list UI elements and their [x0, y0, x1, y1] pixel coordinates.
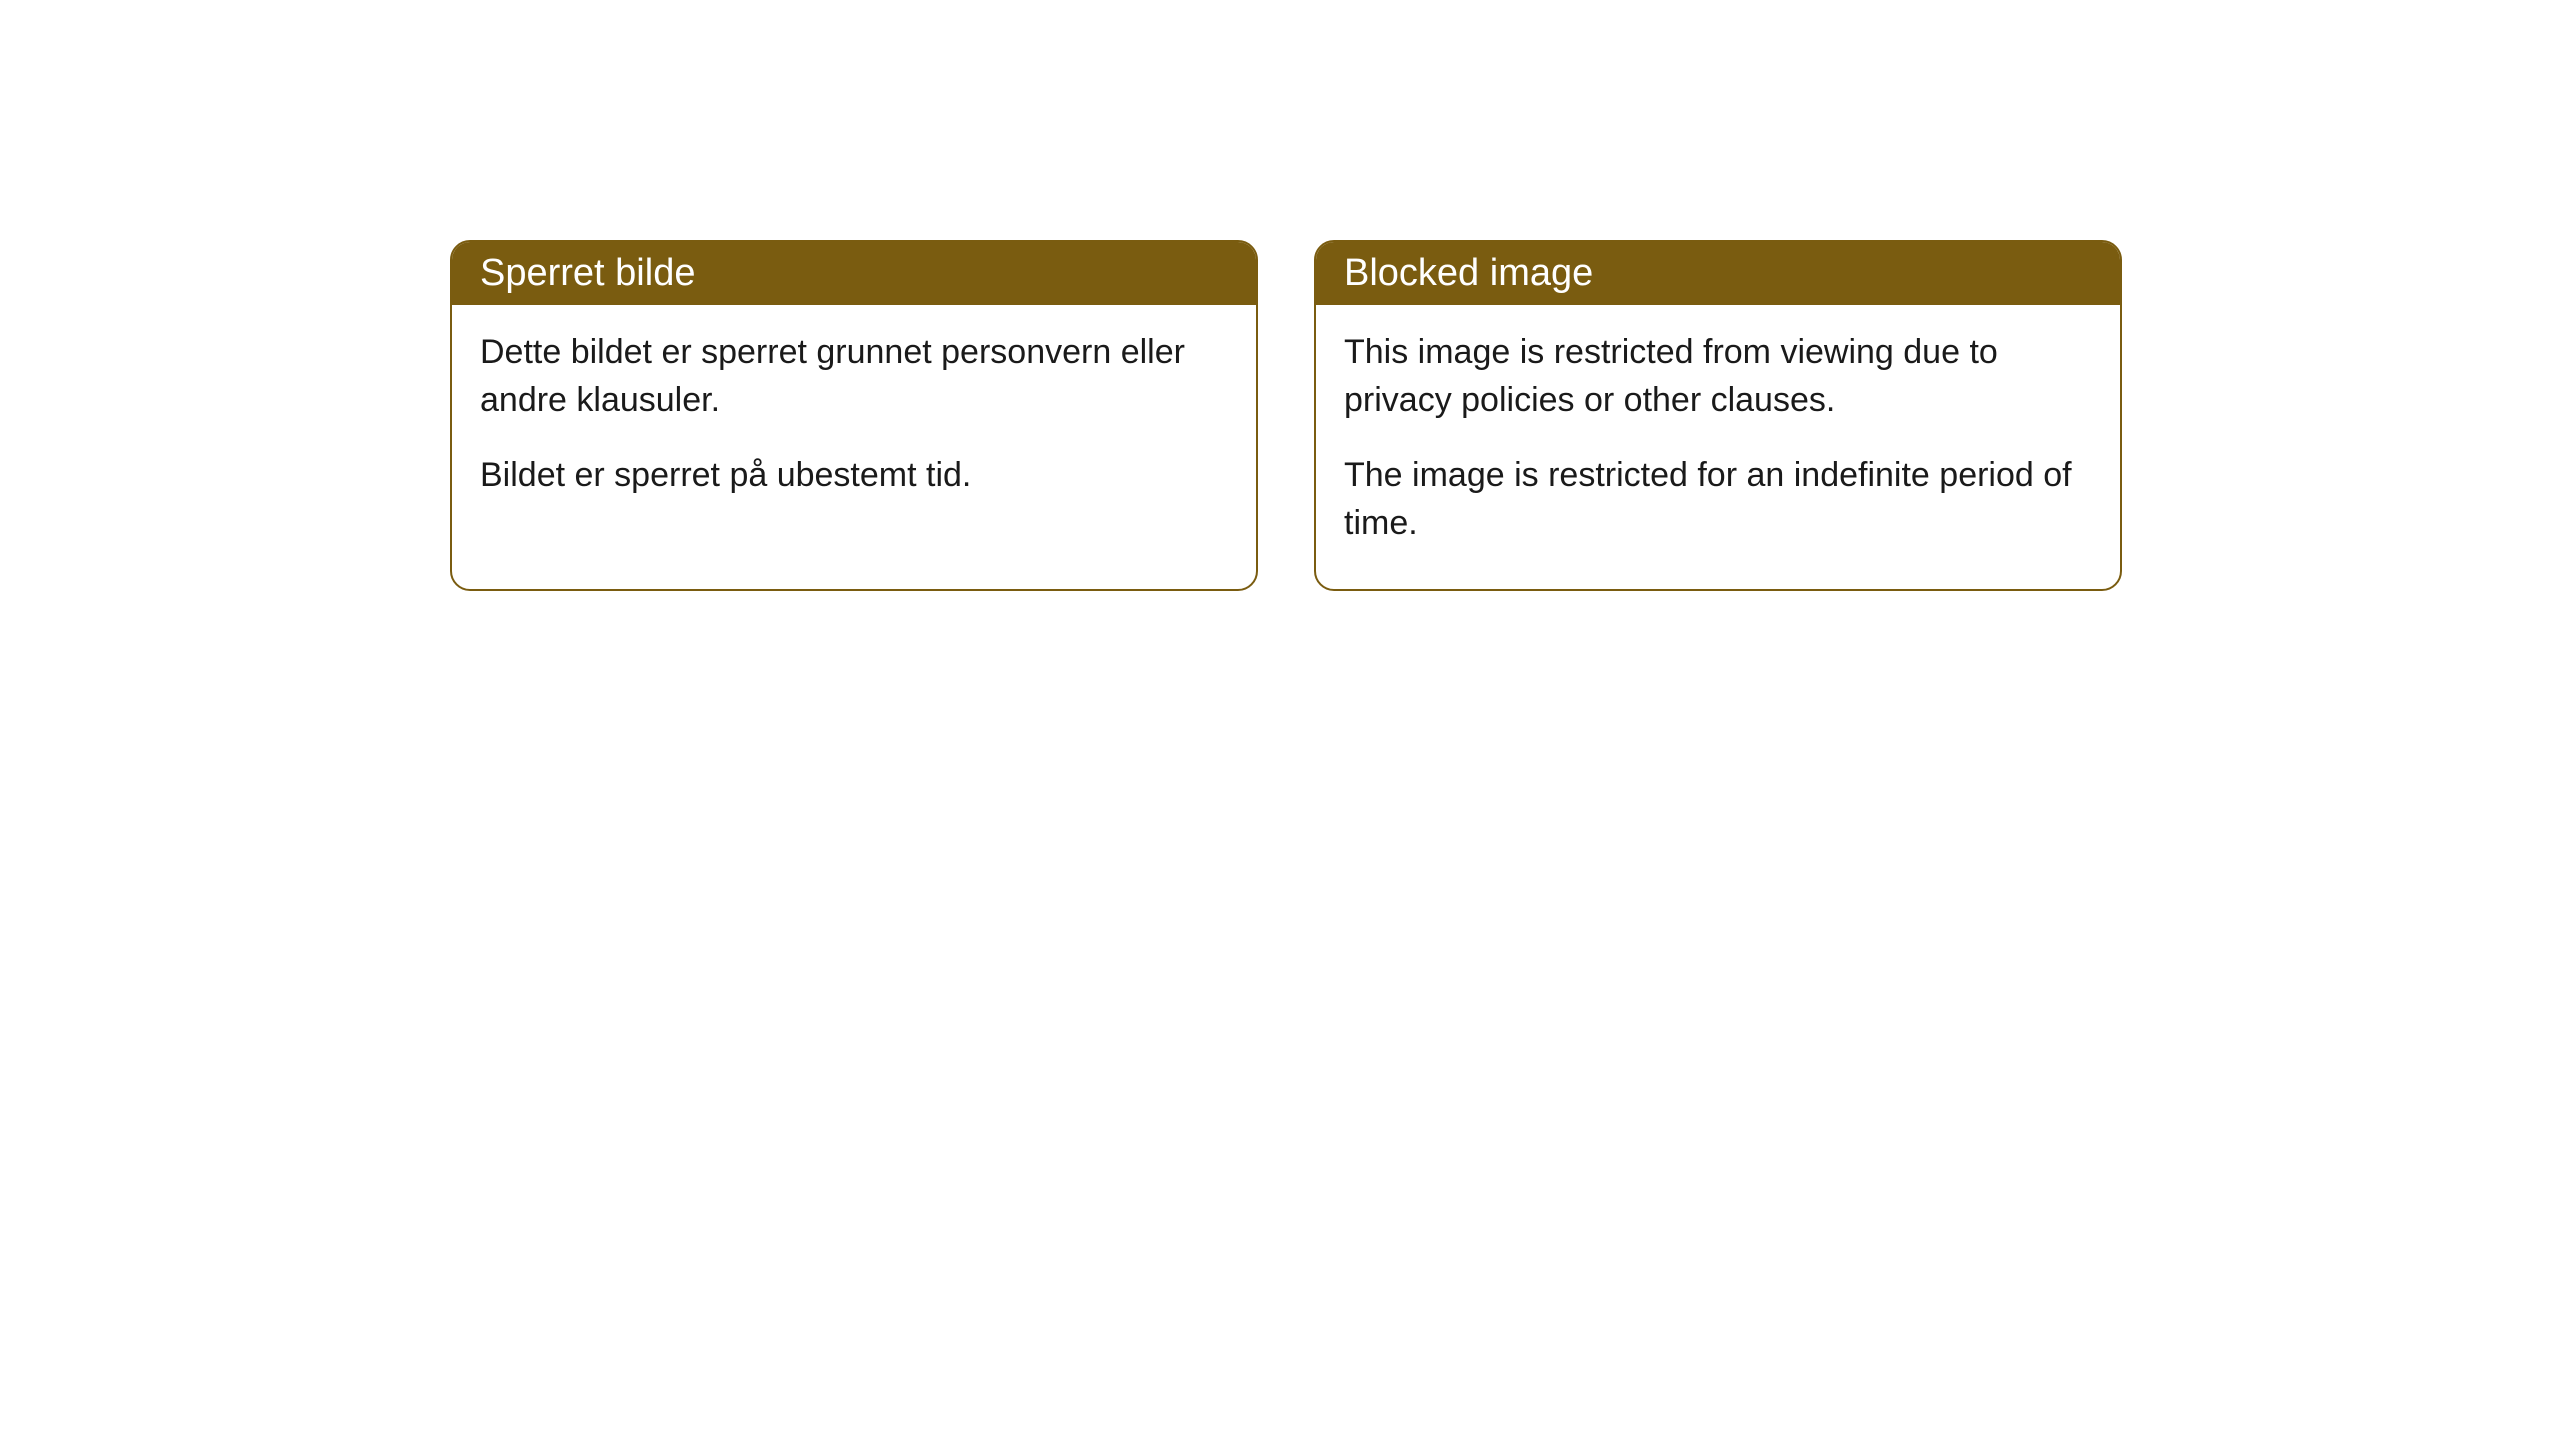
- card-text-paragraph: Bildet er sperret på ubestemt tid.: [480, 452, 1228, 500]
- card-body: Dette bildet er sperret grunnet personve…: [452, 305, 1256, 542]
- notice-cards-container: Sperret bilde Dette bildet er sperret gr…: [450, 240, 2560, 591]
- card-header: Blocked image: [1316, 242, 2120, 305]
- notice-card-norwegian: Sperret bilde Dette bildet er sperret gr…: [450, 240, 1258, 591]
- card-body: This image is restricted from viewing du…: [1316, 305, 2120, 589]
- card-text-paragraph: This image is restricted from viewing du…: [1344, 329, 2092, 424]
- card-title: Sperret bilde: [480, 252, 695, 294]
- card-header: Sperret bilde: [452, 242, 1256, 305]
- card-title: Blocked image: [1344, 252, 1593, 294]
- notice-card-english: Blocked image This image is restricted f…: [1314, 240, 2122, 591]
- card-text-paragraph: The image is restricted for an indefinit…: [1344, 452, 2092, 547]
- card-text-paragraph: Dette bildet er sperret grunnet personve…: [480, 329, 1228, 424]
